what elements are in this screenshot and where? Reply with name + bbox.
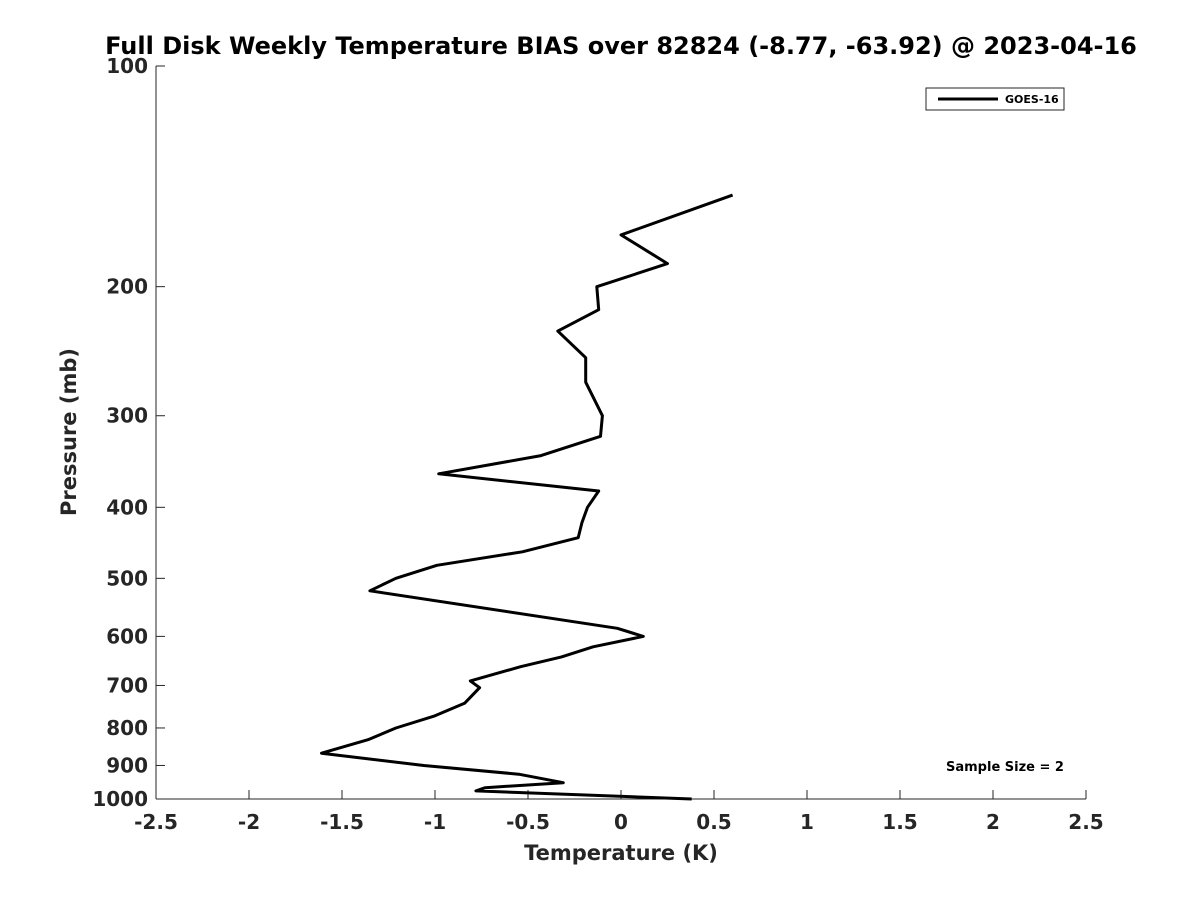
x-tick-label: 0 xyxy=(614,810,628,834)
legend-label-goes-16: GOES-16 xyxy=(1005,93,1059,106)
y-tick-label: 600 xyxy=(106,624,148,648)
x-tick-label: -2.5 xyxy=(134,810,178,834)
y-tick-label: 800 xyxy=(106,716,148,740)
x-ticks: -2.5 -2 -1.5 -1 -0.5 0 0.5 1 1.5 2 2.5 xyxy=(134,790,1104,834)
chart-title: Full Disk Weekly Temperature BIAS over 8… xyxy=(105,32,1137,60)
x-tick-label: -1 xyxy=(424,810,446,834)
x-tick-label: 0.5 xyxy=(696,810,731,834)
series-group xyxy=(320,193,734,801)
legend: GOES-16 xyxy=(925,87,1065,111)
series-line-goes-16 xyxy=(320,193,734,801)
y-tick-label: 900 xyxy=(106,753,148,777)
x-tick-label: -2 xyxy=(238,810,260,834)
x-axis-label: Temperature (K) xyxy=(524,841,718,865)
y-axis-label: Pressure (mb) xyxy=(57,348,81,516)
x-tick-label: -1.5 xyxy=(320,810,364,834)
x-tick-label: 1 xyxy=(800,810,814,834)
axes: -2.5 -2 -1.5 -1 -0.5 0 0.5 1 1.5 2 2.5 100 200 300 40… xyxy=(92,54,1103,834)
y-tick-label: 300 xyxy=(106,404,148,428)
sample-size-annotation: Sample Size = 2 xyxy=(946,760,1064,775)
y-ticks: 100 200 300 400 500 600 700 800 900 1000 xyxy=(92,54,165,811)
y-tick-label: 400 xyxy=(106,495,148,519)
y-tick-label: 200 xyxy=(106,275,148,299)
y-tick-label: 1000 xyxy=(92,787,148,811)
y-tick-label: 500 xyxy=(106,566,148,590)
x-tick-label: -0.5 xyxy=(506,810,550,834)
x-tick-label: 2.5 xyxy=(1068,810,1103,834)
plot-area xyxy=(156,66,1086,799)
y-tick-label: 100 xyxy=(106,54,148,78)
y-tick-label: 700 xyxy=(106,673,148,697)
x-tick-label: 1.5 xyxy=(882,810,917,834)
x-tick-label: 2 xyxy=(986,810,1000,834)
